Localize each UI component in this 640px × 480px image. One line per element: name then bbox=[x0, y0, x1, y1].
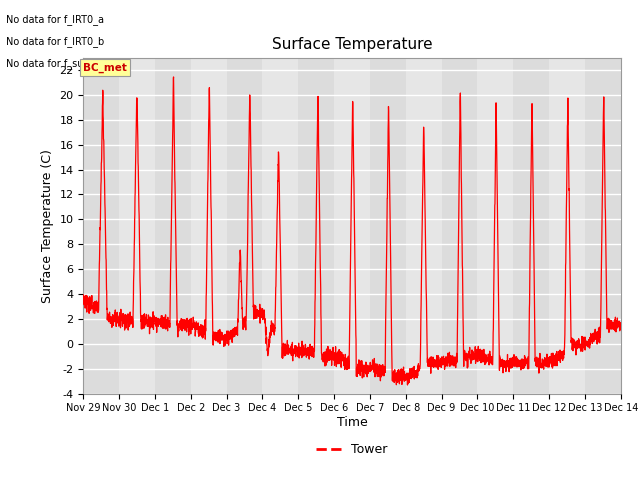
Text: No data for f_surf: No data for f_surf bbox=[6, 58, 92, 69]
Bar bbox=[585, 58, 621, 394]
Y-axis label: Surface Temperature (C): Surface Temperature (C) bbox=[41, 149, 54, 302]
Bar bbox=[477, 58, 513, 394]
Bar bbox=[191, 58, 227, 394]
Text: BC_met: BC_met bbox=[83, 62, 127, 72]
Bar bbox=[442, 58, 477, 394]
Bar bbox=[227, 58, 262, 394]
Bar bbox=[262, 58, 298, 394]
Bar bbox=[370, 58, 406, 394]
Bar bbox=[83, 58, 119, 394]
Bar bbox=[298, 58, 334, 394]
X-axis label: Time: Time bbox=[337, 416, 367, 429]
Bar bbox=[155, 58, 191, 394]
Text: No data for f_IRT0_a: No data for f_IRT0_a bbox=[6, 14, 104, 25]
Title: Surface Temperature: Surface Temperature bbox=[272, 37, 432, 52]
Text: No data for f_IRT0_b: No data for f_IRT0_b bbox=[6, 36, 105, 47]
Legend: Tower: Tower bbox=[311, 438, 393, 461]
Bar bbox=[406, 58, 442, 394]
Bar bbox=[119, 58, 155, 394]
Bar bbox=[513, 58, 549, 394]
Bar bbox=[549, 58, 585, 394]
Bar bbox=[334, 58, 370, 394]
